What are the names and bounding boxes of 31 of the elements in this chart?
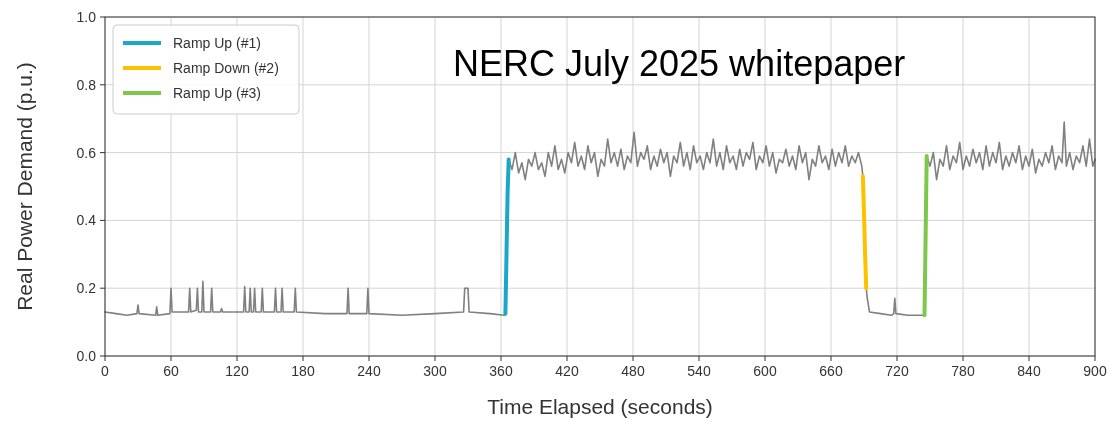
- x-tick-label: 540: [687, 363, 711, 379]
- x-tick-label: 0: [101, 363, 110, 379]
- y-tick-label: 0.4: [76, 212, 97, 229]
- y-tick-label: 0.8: [76, 76, 97, 93]
- y-axis-title: Real Power Demand (p.u.): [13, 62, 36, 311]
- x-tick-label: 480: [621, 363, 645, 379]
- x-tick-label: 120: [225, 363, 249, 379]
- x-tick-label: 360: [489, 363, 513, 379]
- x-tick-label: 420: [555, 363, 579, 379]
- x-tick-label: 600: [753, 363, 777, 379]
- x-tick-label: 720: [885, 363, 909, 379]
- legend-label: Ramp Up (#3): [173, 84, 261, 101]
- line-series: [503, 157, 511, 316]
- x-tick-label: 780: [951, 363, 975, 379]
- x-axis-title: Time Elapsed (seconds): [487, 395, 713, 418]
- x-tick-label: 300: [423, 363, 447, 379]
- line-series: [104, 121, 1096, 317]
- x-tick-label: 840: [1017, 363, 1041, 379]
- x-tick-label: 60: [163, 363, 179, 379]
- y-tick-label: 0.2: [76, 280, 97, 297]
- legend-label: Ramp Down (#2): [173, 59, 279, 76]
- x-tick-label: 660: [819, 363, 843, 379]
- x-tick-label: 900: [1083, 363, 1107, 379]
- x-tick-label: 240: [357, 363, 381, 379]
- y-tick-label: 1.0: [76, 8, 97, 25]
- line-series: [860, 174, 869, 291]
- annotation: NERC July 2025 whitepaper: [453, 43, 906, 84]
- x-tick-label: 180: [291, 363, 315, 379]
- y-tick-label: 0.6: [76, 144, 97, 161]
- legend-label: Ramp Up (#1): [173, 34, 261, 51]
- y-tick-label: 0.0: [76, 347, 97, 364]
